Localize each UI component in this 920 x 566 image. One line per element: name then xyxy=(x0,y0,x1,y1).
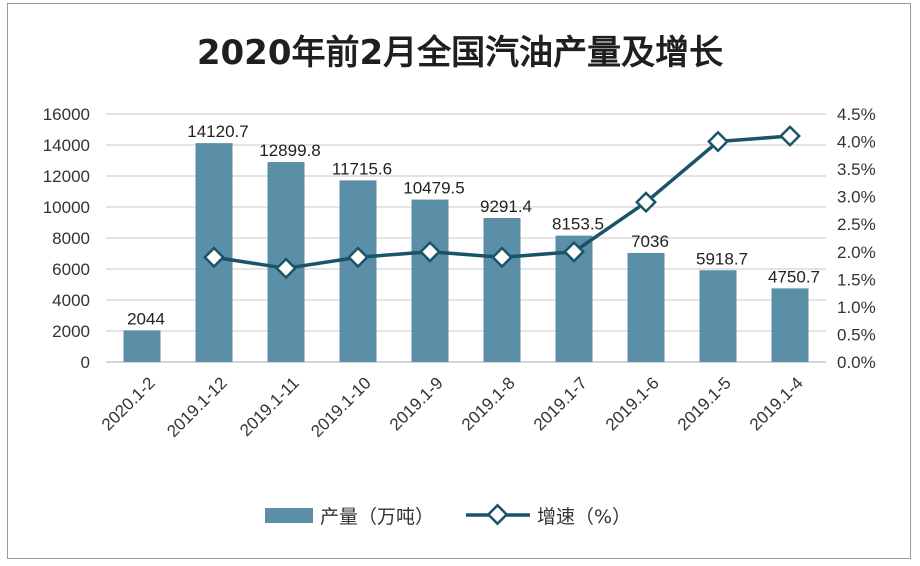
line-series xyxy=(203,125,801,280)
bar xyxy=(483,217,521,362)
left-tick-label: 2000 xyxy=(52,322,90,341)
legend-bar-label: 产量（万吨） xyxy=(320,506,434,528)
bar-data-label: 7036 xyxy=(631,232,669,251)
line-point-marker xyxy=(203,246,225,269)
left-tick-label: 14000 xyxy=(43,136,90,155)
bar xyxy=(771,288,809,362)
bar xyxy=(699,270,737,362)
x-tick-label: 2019.1-6 xyxy=(602,373,663,434)
left-tick-label: 6000 xyxy=(52,260,90,279)
left-tick-label: 12000 xyxy=(43,167,90,186)
right-tick-label: 0.5% xyxy=(837,325,876,344)
chart-title: 2020年前2月全国汽油产量及增长 xyxy=(197,33,723,73)
chart-frame xyxy=(7,3,911,559)
line-point-marker xyxy=(707,130,729,153)
x-axis: 2020.1-2 2019.1-12 2019.1-11 2019.1-10 2019.… xyxy=(98,373,807,441)
line-point-marker xyxy=(491,246,513,269)
bar-data-label: 11715.6 xyxy=(332,159,392,178)
legend-line-label: 增速（%） xyxy=(537,506,631,528)
bar xyxy=(339,180,377,362)
x-tick-label: 2019.1-5 xyxy=(674,373,735,434)
line-point-marker xyxy=(779,125,801,148)
right-tick-label: 1.0% xyxy=(837,298,876,317)
right-tick-label: 3.0% xyxy=(837,188,876,207)
x-tick-label: 2020.1-2 xyxy=(98,373,159,434)
right-tick-label: 2.0% xyxy=(837,243,876,262)
bar-data-label: 8153.5 xyxy=(552,215,604,234)
right-tick-label: 0.0% xyxy=(837,353,876,372)
legend-line-marker xyxy=(486,503,509,526)
bar-data-label: 5918.7 xyxy=(696,249,748,268)
legend: 产量（万吨） 增速（%） xyxy=(265,503,631,528)
right-tick-label: 3.5% xyxy=(837,160,876,179)
right-tick-label: 2.5% xyxy=(837,215,876,234)
bar xyxy=(411,199,449,362)
left-tick-label: 8000 xyxy=(52,229,90,248)
line-point-marker xyxy=(419,240,441,263)
bar xyxy=(123,330,161,362)
right-tick-label: 4.0% xyxy=(837,133,876,152)
x-tick-label: 2019.1-4 xyxy=(746,373,807,434)
bar-data-label: 14120.7 xyxy=(187,122,248,141)
x-tick-label: 2019.1-9 xyxy=(386,373,447,434)
left-tick-label: 4000 xyxy=(52,291,90,310)
line-point-marker xyxy=(275,257,297,280)
bar-data-label: 10479.5 xyxy=(403,179,464,198)
right-tick-label: 4.5% xyxy=(837,105,876,124)
left-tick-label: 16000 xyxy=(43,105,90,124)
x-tick-label: 2019.1-10 xyxy=(307,373,375,441)
x-tick-label: 2019.1-8 xyxy=(458,373,519,434)
right-tick-label: 1.5% xyxy=(837,270,876,289)
bar-data-label: 2044 xyxy=(127,309,165,328)
x-tick-label: 2019.1-12 xyxy=(163,373,231,441)
bar-data-label: 9291.4 xyxy=(480,197,532,216)
legend-bar-swatch xyxy=(265,508,313,523)
left-tick-label: 10000 xyxy=(43,198,90,217)
left-tick-label: 0 xyxy=(81,353,90,372)
right-axis: 0.0% 0.5% 1.0% 1.5% 2.0% 2.5% 3.0% 3.5% 4.0% 4.5% xyxy=(837,105,876,372)
left-axis: 0 2000 4000 6000 8000 10000 12000 14000 16000 xyxy=(43,105,90,372)
bar-data-labels: 2044 14120.7 12899.8 11715.6 10479.5 9291.4 81… xyxy=(127,122,820,328)
bar xyxy=(627,252,665,362)
x-tick-label: 2019.1-7 xyxy=(530,373,591,434)
line-point-marker xyxy=(635,191,657,214)
bar-data-label: 12899.8 xyxy=(259,141,320,160)
line-point-marker xyxy=(563,240,585,263)
bar-series xyxy=(123,143,809,362)
x-tick-label: 2019.1-11 xyxy=(236,373,303,440)
line-point-marker xyxy=(347,246,369,269)
bar-data-label: 4750.7 xyxy=(768,267,820,286)
